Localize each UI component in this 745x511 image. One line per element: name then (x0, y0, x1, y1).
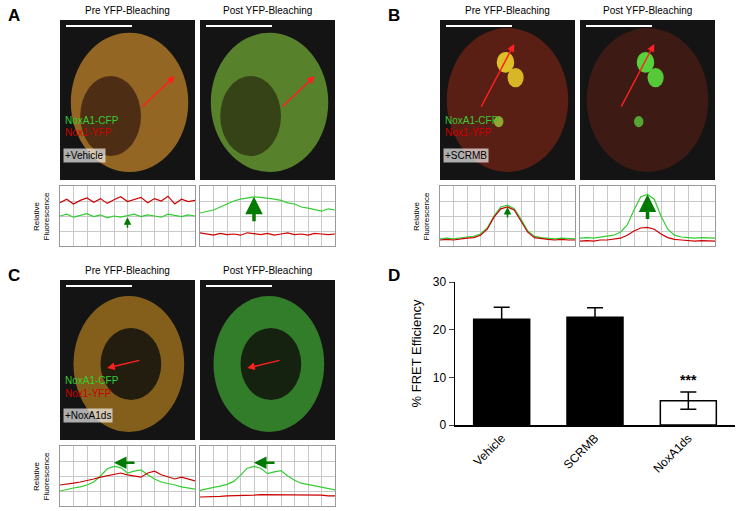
svg-text:Pre YFP-Bleaching: Pre YFP-Bleaching (85, 265, 170, 276)
svg-text:***: *** (680, 372, 697, 388)
svg-text:30: 30 (433, 275, 447, 289)
svg-text:10: 10 (433, 371, 447, 385)
svg-text:A: A (8, 6, 20, 25)
svg-text:Post YFP-Bleaching: Post YFP-Bleaching (603, 5, 692, 16)
svg-text:Nox1-YFP: Nox1-YFP (65, 388, 111, 399)
svg-text:Pre YFP-Bleaching: Pre YFP-Bleaching (85, 5, 170, 16)
svg-text:C: C (8, 266, 20, 285)
svg-text:RelativeFluorescence: RelativeFluorescence (32, 192, 51, 241)
svg-text:NoxA1-CFP: NoxA1-CFP (65, 375, 119, 386)
svg-text:+SCRMB: +SCRMB (445, 150, 487, 161)
svg-text:NoxA1ds: NoxA1ds (650, 431, 694, 475)
svg-text:RelativeFluorescence: RelativeFluorescence (412, 192, 431, 241)
svg-text:Vehicle: Vehicle (471, 431, 508, 468)
svg-text:NoxA1-CFP: NoxA1-CFP (65, 115, 119, 126)
svg-text:+NoxA1ds: +NoxA1ds (65, 410, 111, 421)
svg-text:Nox1-YFP: Nox1-YFP (445, 127, 491, 138)
svg-text:20: 20 (433, 323, 447, 337)
svg-text:+Vehicle: +Vehicle (65, 150, 104, 161)
svg-text:Pre YFP-Bleaching: Pre YFP-Bleaching (465, 5, 550, 16)
svg-text:Post YFP-Bleaching: Post YFP-Bleaching (223, 5, 312, 16)
svg-text:0: 0 (439, 418, 446, 432)
svg-text:RelativeFluorescence: RelativeFluorescence (32, 452, 51, 501)
svg-text:% FRET Efficiency: % FRET Efficiency (409, 299, 424, 407)
svg-text:Nox1-YFP: Nox1-YFP (65, 127, 111, 138)
svg-text:D: D (388, 266, 400, 285)
svg-text:NoxA1-CFP: NoxA1-CFP (445, 115, 499, 126)
svg-text:B: B (388, 6, 400, 25)
svg-text:SCRMB: SCRMB (561, 431, 602, 472)
svg-text:Post YFP-Bleaching: Post YFP-Bleaching (223, 265, 312, 276)
